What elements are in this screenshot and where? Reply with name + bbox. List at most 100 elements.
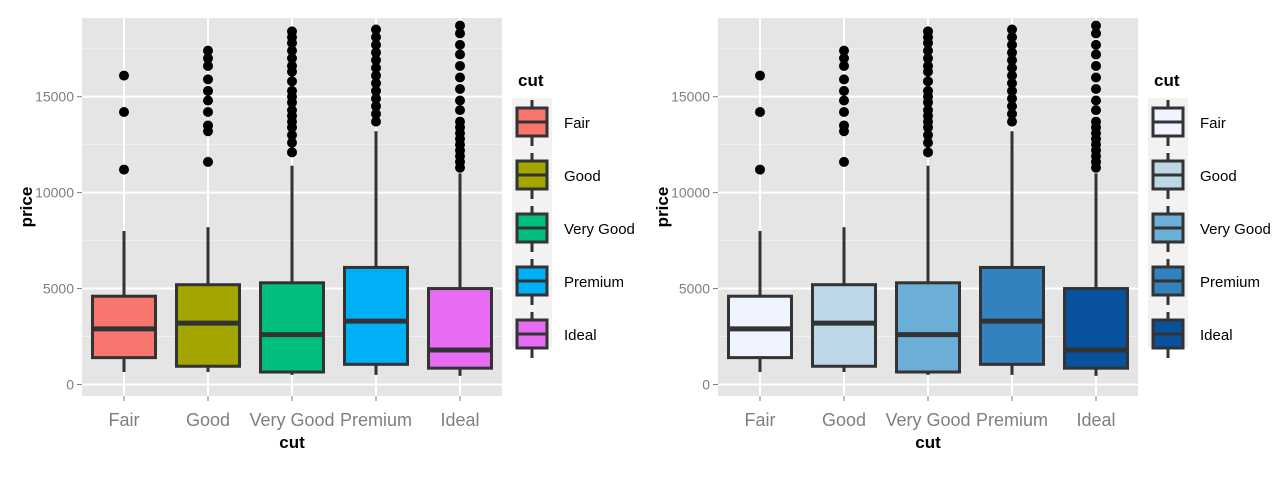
box-good — [175, 45, 241, 373]
outlier-point — [1091, 49, 1101, 60]
legend-entry: Ideal — [1151, 312, 1233, 358]
outlier-point — [455, 49, 465, 60]
x-tick-label: Premium — [976, 410, 1048, 430]
y-tick-label: 5000 — [679, 281, 710, 297]
outlier-point — [455, 116, 465, 127]
outlier-point — [287, 85, 297, 96]
outlier-point — [1007, 62, 1017, 73]
outlier-point — [1091, 28, 1101, 39]
x-tick-label: Ideal — [1076, 410, 1115, 430]
legend-entry: Very Good — [515, 206, 635, 252]
outlier-point — [839, 85, 849, 96]
legend-label: Ideal — [1200, 327, 1233, 344]
box-body — [427, 287, 493, 370]
y-tick-label: 5000 — [43, 281, 74, 297]
outlier-point — [287, 60, 297, 71]
outlier-point — [923, 130, 933, 141]
y-tick-label: 0 — [66, 376, 74, 392]
legend-entry: Premium — [515, 259, 624, 305]
outlier-point — [839, 53, 849, 64]
outlier-point — [839, 120, 849, 131]
outlier-point — [287, 147, 297, 158]
legend-title: cut — [1154, 71, 1180, 90]
outlier-point — [371, 85, 381, 96]
outlier-point — [371, 32, 381, 43]
outlier-point — [455, 39, 465, 50]
outlier-point — [1007, 39, 1017, 50]
box-ideal — [1063, 20, 1129, 376]
box-ideal — [427, 20, 493, 376]
outlier-point — [203, 60, 213, 71]
legend-entry: Ideal — [515, 312, 597, 358]
y-tick-label: 15000 — [35, 89, 74, 105]
x-tick-label: Very Good — [885, 410, 970, 430]
outlier-point — [1007, 85, 1017, 96]
outlier-point — [839, 156, 849, 167]
outlier-point — [1091, 72, 1101, 83]
outlier-point — [1091, 95, 1101, 106]
outlier-point — [203, 53, 213, 64]
box-body — [259, 281, 325, 374]
outlier-point — [371, 39, 381, 50]
box-very-good — [895, 26, 961, 375]
legend-entry: Fair — [1151, 100, 1226, 146]
outlier-point — [839, 45, 849, 56]
outlier-point — [923, 105, 933, 116]
outlier-point — [1091, 39, 1101, 50]
y-tick-label: 10000 — [671, 185, 710, 201]
outlier-point — [371, 108, 381, 119]
outlier-point — [923, 147, 933, 158]
y-axis-title: price — [17, 187, 36, 228]
outlier-point — [287, 53, 297, 64]
y-tick-label: 15000 — [671, 89, 710, 105]
outlier-point — [203, 156, 213, 167]
outlier-point — [923, 60, 933, 71]
outlier-point — [923, 76, 933, 87]
x-axis-title: cut — [279, 433, 305, 452]
legend-label: Fair — [1200, 115, 1226, 132]
box-premium — [343, 24, 409, 375]
outlier-point — [1007, 93, 1017, 104]
outlier-point — [371, 47, 381, 58]
outlier-point — [287, 26, 297, 37]
outlier-point — [371, 93, 381, 104]
outlier-point — [371, 55, 381, 66]
outlier-point — [371, 70, 381, 81]
outlier-point — [1007, 116, 1017, 127]
x-tick-label: Good — [822, 410, 866, 430]
outlier-point — [371, 62, 381, 73]
outlier-point — [923, 85, 933, 96]
outlier-point — [371, 116, 381, 127]
outlier-point — [839, 60, 849, 71]
outlier-point — [119, 107, 129, 118]
outlier-point — [1007, 47, 1017, 58]
outlier-point — [923, 26, 933, 37]
chart-2: 0 5000 10000 15000 Fair Good Very Good Premium I… — [653, 18, 1271, 452]
x-tick-label: Good — [186, 410, 230, 430]
outlier-point — [119, 164, 129, 175]
y-axis-title: price — [653, 187, 672, 228]
chart-1: 0 5000 10000 15000 Fair Good Very Good Premium I… — [17, 18, 635, 452]
legend-entry: Good — [515, 153, 601, 199]
legend: cut Fair Good Very Good Premium Ideal — [512, 71, 635, 358]
outlier-point — [287, 137, 297, 148]
outlier-point — [287, 76, 297, 87]
y-tick-label: 10000 — [35, 185, 74, 201]
legend-label: Very Good — [1200, 221, 1271, 238]
box-fair — [91, 70, 157, 373]
outlier-point — [203, 45, 213, 56]
legend: cut Fair Good Very Good Premium Ideal — [1148, 71, 1271, 358]
outlier-point — [287, 45, 297, 56]
outlier-point — [923, 137, 933, 148]
outlier-point — [455, 72, 465, 83]
x-tick-label: Fair — [745, 410, 776, 430]
x-tick-label: Premium — [340, 410, 412, 430]
box-fair — [727, 70, 793, 373]
legend-label: Premium — [564, 274, 624, 291]
outlier-point — [1091, 83, 1101, 94]
outlier-point — [755, 164, 765, 175]
outlier-point — [839, 95, 849, 106]
outlier-point — [1091, 105, 1101, 116]
box-body — [343, 265, 409, 366]
